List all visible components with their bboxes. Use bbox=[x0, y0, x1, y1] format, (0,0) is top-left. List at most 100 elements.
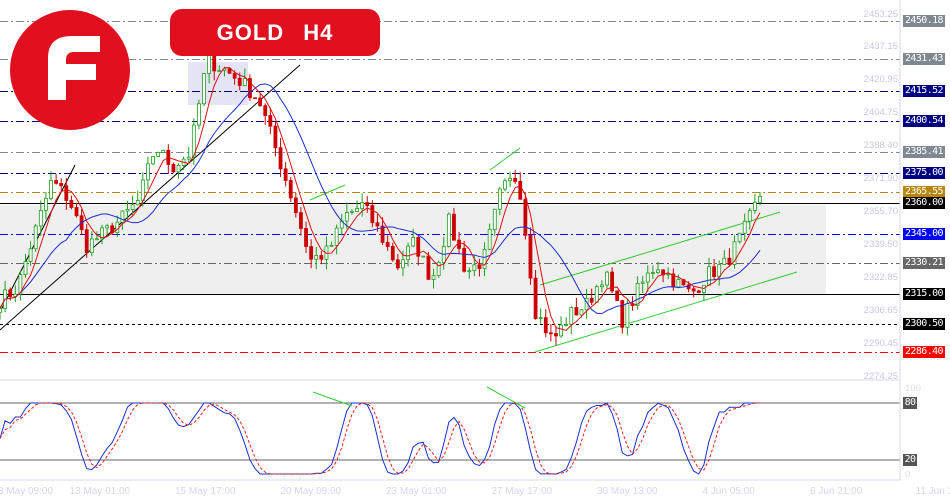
candle bbox=[503, 178, 507, 192]
candle bbox=[304, 221, 308, 253]
candle bbox=[130, 195, 135, 217]
candle bbox=[299, 206, 303, 236]
candle bbox=[59, 178, 64, 192]
candle bbox=[452, 207, 456, 241]
price-label: 2415.52 bbox=[903, 85, 945, 97]
osc-divergence bbox=[486, 386, 526, 409]
candle bbox=[156, 151, 161, 158]
candle bbox=[421, 255, 426, 258]
y-tick: 2453.25 bbox=[863, 8, 898, 20]
osc-label-20: 20 bbox=[903, 454, 917, 466]
divergence-line bbox=[489, 147, 521, 171]
candle bbox=[533, 270, 538, 320]
candle bbox=[742, 213, 747, 241]
channel-upper bbox=[539, 211, 781, 286]
candle bbox=[650, 265, 655, 280]
candle bbox=[314, 246, 319, 270]
candle bbox=[431, 268, 436, 289]
candle bbox=[293, 192, 298, 218]
y-tick: 2355.70 bbox=[863, 205, 898, 217]
candle bbox=[528, 227, 533, 285]
symbol-badge: GOLD H4 bbox=[170, 9, 380, 56]
x-tick: 13 May 01:00 bbox=[69, 486, 131, 497]
candle bbox=[33, 223, 38, 252]
y-tick: 2371.90 bbox=[863, 173, 898, 185]
candle bbox=[120, 210, 125, 230]
x-tick: 23 May 01:00 bbox=[386, 486, 447, 497]
candle bbox=[487, 223, 492, 251]
candle bbox=[640, 275, 645, 294]
candle bbox=[645, 265, 650, 292]
candle bbox=[380, 217, 385, 246]
candle bbox=[176, 163, 181, 179]
candle bbox=[589, 288, 594, 306]
candle bbox=[370, 200, 375, 228]
candle bbox=[54, 173, 59, 185]
candle bbox=[100, 224, 104, 245]
price-label: 2385.41 bbox=[903, 146, 945, 158]
price-label: 2300.50 bbox=[903, 318, 945, 330]
y-tick: 2322.85 bbox=[863, 272, 898, 284]
candle bbox=[49, 171, 53, 201]
x-tick: 15 May 17:00 bbox=[175, 486, 236, 497]
candle bbox=[350, 209, 354, 215]
candle bbox=[202, 72, 206, 107]
candle bbox=[344, 202, 349, 229]
candle bbox=[69, 195, 74, 210]
candle bbox=[605, 270, 609, 289]
candle bbox=[161, 149, 166, 153]
candle bbox=[319, 251, 324, 265]
candle bbox=[365, 196, 370, 213]
candle bbox=[197, 99, 201, 130]
candle bbox=[288, 176, 293, 203]
price-label: 2365.55 bbox=[903, 186, 945, 198]
y-tick: 2274.25 bbox=[863, 370, 898, 382]
candle bbox=[89, 231, 94, 257]
candle bbox=[258, 93, 263, 107]
price-label: 2375.00 bbox=[903, 167, 945, 179]
candle bbox=[385, 235, 390, 251]
candle bbox=[253, 97, 257, 100]
candle bbox=[191, 118, 196, 165]
candle bbox=[446, 212, 451, 248]
osc-tick-100: 100 bbox=[905, 383, 921, 394]
candle bbox=[273, 121, 278, 157]
candle bbox=[18, 270, 23, 301]
candle bbox=[406, 242, 410, 267]
price-label: 2360.00 bbox=[903, 197, 945, 209]
y-tick: 2404.75 bbox=[863, 106, 898, 118]
candle bbox=[105, 223, 110, 236]
candle bbox=[268, 107, 273, 134]
x-tick: 27 May 17:00 bbox=[491, 486, 553, 497]
trend-line-2 bbox=[0, 64, 301, 331]
y-tick: 2437.15 bbox=[863, 41, 898, 53]
price-label: 2330.21 bbox=[903, 257, 945, 269]
candle bbox=[390, 242, 395, 262]
candle bbox=[482, 242, 487, 277]
candle bbox=[186, 147, 191, 164]
candle bbox=[23, 254, 28, 278]
candle bbox=[426, 252, 431, 280]
candle bbox=[151, 156, 155, 166]
candle bbox=[248, 74, 252, 101]
candle bbox=[28, 241, 33, 266]
candle bbox=[263, 103, 268, 125]
candle bbox=[146, 156, 150, 189]
candle bbox=[181, 156, 186, 171]
y-tick: 2290.45 bbox=[863, 337, 898, 349]
y-tick: 2306.65 bbox=[863, 305, 898, 317]
candle bbox=[360, 193, 365, 217]
candle bbox=[548, 324, 553, 342]
candle bbox=[543, 309, 548, 338]
candle bbox=[0, 305, 2, 320]
x-tick: 20 May 09:00 bbox=[280, 486, 342, 497]
candle bbox=[538, 308, 543, 324]
divergence-line bbox=[309, 184, 346, 201]
candle bbox=[329, 241, 334, 247]
candle bbox=[574, 297, 579, 316]
candle bbox=[569, 306, 574, 335]
x-tick: 6 Jun 21:00 bbox=[810, 486, 863, 497]
candle bbox=[334, 224, 339, 255]
